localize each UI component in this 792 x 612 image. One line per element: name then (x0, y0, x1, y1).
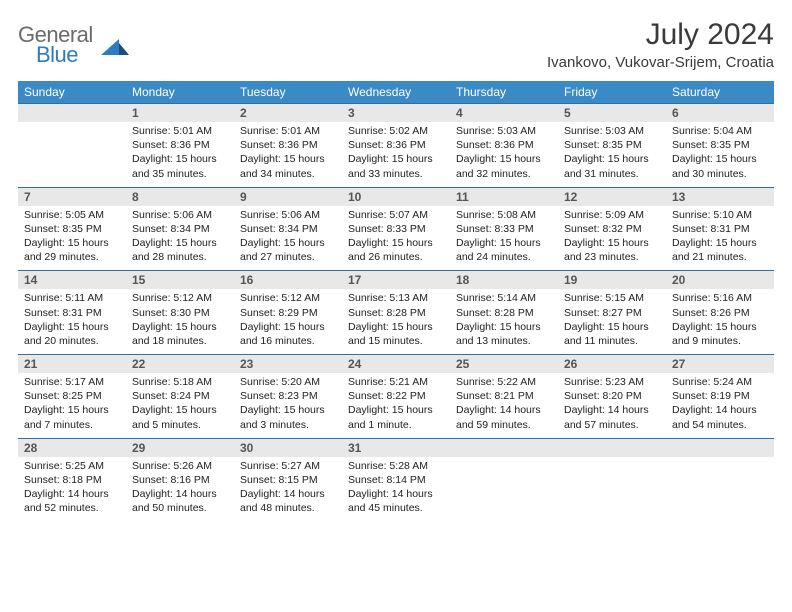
day-detail-cell: Sunrise: 5:06 AM Sunset: 8:34 PM Dayligh… (126, 206, 234, 271)
day-detail-cell (666, 457, 774, 522)
day-number-cell: 5 (558, 104, 666, 123)
day-detail-cell: Sunrise: 5:12 AM Sunset: 8:30 PM Dayligh… (126, 289, 234, 354)
day-detail-cell: Sunrise: 5:17 AM Sunset: 8:25 PM Dayligh… (18, 373, 126, 438)
day-detail-cell (450, 457, 558, 522)
day-detail-cell: Sunrise: 5:03 AM Sunset: 8:36 PM Dayligh… (450, 122, 558, 187)
day-number-cell: 10 (342, 187, 450, 206)
day-number-cell (558, 438, 666, 457)
day-number-cell: 13 (666, 187, 774, 206)
day-number-row: 123456 (18, 104, 774, 123)
day-detail-row: Sunrise: 5:11 AM Sunset: 8:31 PM Dayligh… (18, 289, 774, 354)
day-detail-cell: Sunrise: 5:23 AM Sunset: 8:20 PM Dayligh… (558, 373, 666, 438)
day-detail-cell: Sunrise: 5:06 AM Sunset: 8:34 PM Dayligh… (234, 206, 342, 271)
calendar-grid: Sunday Monday Tuesday Wednesday Thursday… (18, 81, 774, 521)
day-number-cell: 20 (666, 271, 774, 290)
logo-triangle-icon (101, 33, 129, 55)
day-number-cell: 26 (558, 355, 666, 374)
day-number-cell: 9 (234, 187, 342, 206)
day-detail-cell: Sunrise: 5:04 AM Sunset: 8:35 PM Dayligh… (666, 122, 774, 187)
day-detail-cell: Sunrise: 5:15 AM Sunset: 8:27 PM Dayligh… (558, 289, 666, 354)
weekday-header: Monday (126, 81, 234, 104)
day-number-row: 21222324252627 (18, 355, 774, 374)
day-number-row: 78910111213 (18, 187, 774, 206)
day-number-cell (666, 438, 774, 457)
day-number-row: 14151617181920 (18, 271, 774, 290)
title-block: July 2024 Ivankovo, Vukovar-Srijem, Croa… (547, 18, 774, 71)
day-detail-cell: Sunrise: 5:11 AM Sunset: 8:31 PM Dayligh… (18, 289, 126, 354)
day-detail-cell: Sunrise: 5:27 AM Sunset: 8:15 PM Dayligh… (234, 457, 342, 522)
day-number-cell: 24 (342, 355, 450, 374)
day-detail-cell: Sunrise: 5:02 AM Sunset: 8:36 PM Dayligh… (342, 122, 450, 187)
day-detail-cell: Sunrise: 5:01 AM Sunset: 8:36 PM Dayligh… (126, 122, 234, 187)
day-detail-row: Sunrise: 5:01 AM Sunset: 8:36 PM Dayligh… (18, 122, 774, 187)
weekday-header: Sunday (18, 81, 126, 104)
day-detail-cell (558, 457, 666, 522)
day-detail-cell: Sunrise: 5:10 AM Sunset: 8:31 PM Dayligh… (666, 206, 774, 271)
weekday-header: Saturday (666, 81, 774, 104)
day-number-cell: 23 (234, 355, 342, 374)
day-number-cell: 15 (126, 271, 234, 290)
day-detail-row: Sunrise: 5:25 AM Sunset: 8:18 PM Dayligh… (18, 457, 774, 522)
month-title: July 2024 (547, 18, 774, 52)
day-number-cell: 6 (666, 104, 774, 123)
day-number-cell: 17 (342, 271, 450, 290)
day-detail-cell: Sunrise: 5:08 AM Sunset: 8:33 PM Dayligh… (450, 206, 558, 271)
day-detail-cell: Sunrise: 5:01 AM Sunset: 8:36 PM Dayligh… (234, 122, 342, 187)
day-number-cell: 3 (342, 104, 450, 123)
day-number-cell: 14 (18, 271, 126, 290)
day-detail-cell: Sunrise: 5:12 AM Sunset: 8:29 PM Dayligh… (234, 289, 342, 354)
day-detail-cell: Sunrise: 5:20 AM Sunset: 8:23 PM Dayligh… (234, 373, 342, 438)
day-number-cell: 11 (450, 187, 558, 206)
day-detail-cell: Sunrise: 5:22 AM Sunset: 8:21 PM Dayligh… (450, 373, 558, 438)
weekday-header: Tuesday (234, 81, 342, 104)
day-detail-cell: Sunrise: 5:09 AM Sunset: 8:32 PM Dayligh… (558, 206, 666, 271)
day-detail-cell: Sunrise: 5:13 AM Sunset: 8:28 PM Dayligh… (342, 289, 450, 354)
weekday-header: Wednesday (342, 81, 450, 104)
day-number-cell: 16 (234, 271, 342, 290)
day-detail-cell: Sunrise: 5:25 AM Sunset: 8:18 PM Dayligh… (18, 457, 126, 522)
day-number-cell: 2 (234, 104, 342, 123)
day-detail-cell: Sunrise: 5:14 AM Sunset: 8:28 PM Dayligh… (450, 289, 558, 354)
page-header: General Blue July 2024 Ivankovo, Vukovar… (18, 18, 774, 71)
day-number-cell (18, 104, 126, 123)
day-detail-cell: Sunrise: 5:16 AM Sunset: 8:26 PM Dayligh… (666, 289, 774, 354)
day-detail-cell: Sunrise: 5:26 AM Sunset: 8:16 PM Dayligh… (126, 457, 234, 522)
day-number-cell: 12 (558, 187, 666, 206)
day-number-cell: 18 (450, 271, 558, 290)
day-number-cell: 27 (666, 355, 774, 374)
day-number-cell: 31 (342, 438, 450, 457)
day-detail-row: Sunrise: 5:05 AM Sunset: 8:35 PM Dayligh… (18, 206, 774, 271)
day-detail-cell: Sunrise: 5:07 AM Sunset: 8:33 PM Dayligh… (342, 206, 450, 271)
day-number-cell: 29 (126, 438, 234, 457)
day-detail-cell: Sunrise: 5:05 AM Sunset: 8:35 PM Dayligh… (18, 206, 126, 271)
day-number-cell: 22 (126, 355, 234, 374)
day-number-cell: 28 (18, 438, 126, 457)
day-detail-cell: Sunrise: 5:18 AM Sunset: 8:24 PM Dayligh… (126, 373, 234, 438)
day-number-cell: 1 (126, 104, 234, 123)
day-detail-cell: Sunrise: 5:21 AM Sunset: 8:22 PM Dayligh… (342, 373, 450, 438)
day-detail-cell: Sunrise: 5:24 AM Sunset: 8:19 PM Dayligh… (666, 373, 774, 438)
day-detail-cell (18, 122, 126, 187)
brand-logo: General Blue (18, 22, 129, 68)
day-detail-row: Sunrise: 5:17 AM Sunset: 8:25 PM Dayligh… (18, 373, 774, 438)
day-detail-cell: Sunrise: 5:03 AM Sunset: 8:35 PM Dayligh… (558, 122, 666, 187)
logo-text-wrap: General Blue (18, 22, 93, 68)
day-number-cell: 30 (234, 438, 342, 457)
day-number-cell (450, 438, 558, 457)
weekday-header: Thursday (450, 81, 558, 104)
weekday-header-row: Sunday Monday Tuesday Wednesday Thursday… (18, 81, 774, 104)
day-number-cell: 7 (18, 187, 126, 206)
weekday-header: Friday (558, 81, 666, 104)
location-subtitle: Ivankovo, Vukovar-Srijem, Croatia (547, 54, 774, 71)
day-detail-cell: Sunrise: 5:28 AM Sunset: 8:14 PM Dayligh… (342, 457, 450, 522)
day-number-cell: 21 (18, 355, 126, 374)
calendar-page: General Blue July 2024 Ivankovo, Vukovar… (0, 0, 792, 531)
day-number-cell: 25 (450, 355, 558, 374)
day-number-cell: 19 (558, 271, 666, 290)
day-number-row: 28293031 (18, 438, 774, 457)
day-number-cell: 4 (450, 104, 558, 123)
day-number-cell: 8 (126, 187, 234, 206)
